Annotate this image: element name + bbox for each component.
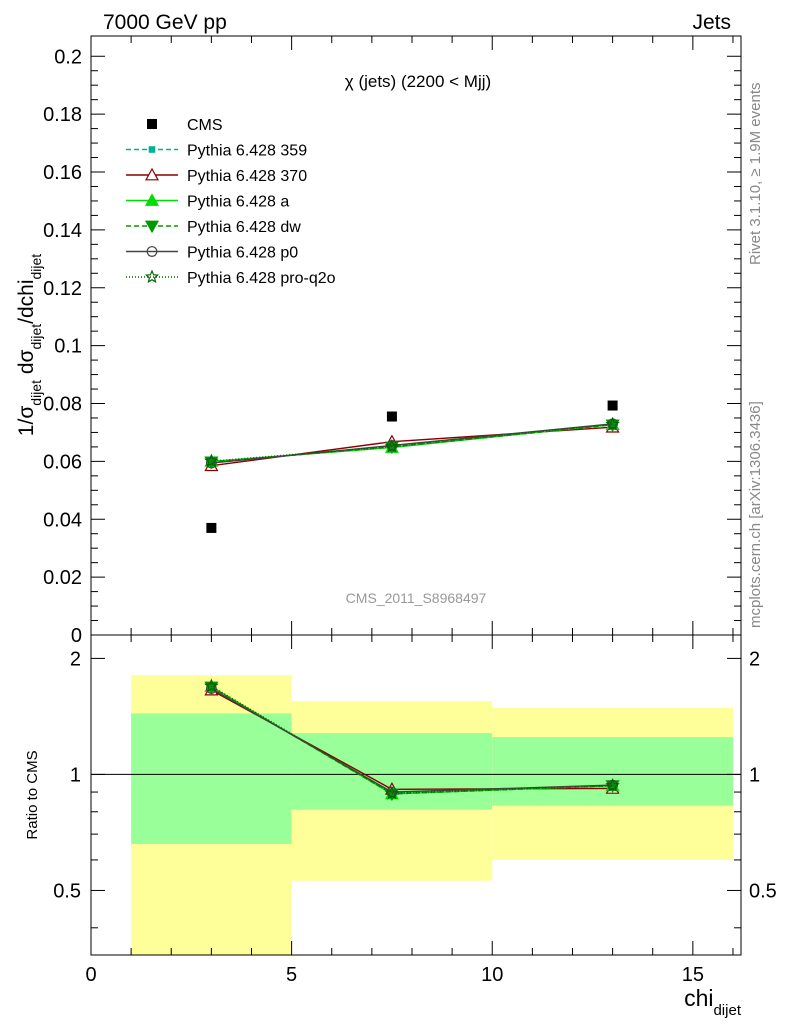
series-point xyxy=(384,439,400,453)
series-point xyxy=(205,457,217,469)
y-tick-label-right: 2 xyxy=(749,648,760,670)
main-frame xyxy=(90,35,742,636)
y-tick-label: 0.04 xyxy=(43,509,82,531)
cms-data-point xyxy=(607,400,618,411)
series-point xyxy=(605,416,620,431)
stat-uncertainty-band xyxy=(492,737,733,806)
rivet-version-label: Rivet 3.1.10, ≥ 1.9M events xyxy=(747,83,764,266)
x-axis-label: chidijet xyxy=(684,985,742,1019)
x-tick-label: 0 xyxy=(85,964,96,986)
plot-title: χ (jets) (2200 < Mjj) xyxy=(345,72,491,91)
y-tick-label: 0.02 xyxy=(43,567,82,589)
y-tick-label: 0.16 xyxy=(43,162,82,184)
y-tick-label: 0.08 xyxy=(43,394,82,416)
y-tick-label: 0.12 xyxy=(43,278,82,300)
y-tick-label: 0.5 xyxy=(53,880,81,902)
legend-label: Pythia 6.428 pro-q2o xyxy=(187,270,336,287)
main-panel: 0 0.02 0.04 0.06 0.08 0.1 0.12 0.14 0.16 0.18 0.2 χ… xyxy=(15,35,742,647)
y-tick-label: 0.18 xyxy=(43,104,82,126)
series-line xyxy=(211,423,613,464)
ratio-frame xyxy=(90,634,742,956)
legend-label: Pythia 6.428 359 xyxy=(187,143,307,160)
legend-marker xyxy=(146,246,158,257)
process-label: Jets xyxy=(692,11,731,34)
y-tick-label: 2 xyxy=(70,648,81,670)
legend-label: Pythia 6.428 dw xyxy=(187,219,301,236)
ratio-series-point xyxy=(384,785,400,800)
series-line xyxy=(211,423,613,462)
y-tick-label: 0.14 xyxy=(43,220,82,242)
y-tick-label: 1 xyxy=(70,764,81,786)
legend-marker xyxy=(144,220,160,234)
y-tick-label: 0.1 xyxy=(54,336,82,358)
legend-label: Pythia 6.428 370 xyxy=(187,168,307,185)
y-tick-label: 0.06 xyxy=(43,451,82,473)
energy-label: 7000 GeV pp xyxy=(103,11,227,34)
series-point xyxy=(204,453,219,468)
legend-marker xyxy=(144,193,160,206)
mcplots-label: mcplots.cern.ch [arXiv:1306.3436] xyxy=(747,401,764,628)
legend-marker xyxy=(147,119,157,129)
y-tick-label-right: 1 xyxy=(749,764,760,786)
legend-marker xyxy=(144,167,160,181)
legend-marker xyxy=(148,146,156,153)
legend-label: CMS xyxy=(187,117,223,134)
analysis-watermark: CMS_2011_S8968497 xyxy=(346,590,487,606)
stat-uncertainty-band xyxy=(131,713,292,844)
ratio-series-line xyxy=(211,687,613,793)
legend-label: Pythia 6.428 p0 xyxy=(187,245,298,262)
y-tick-label-right: 0.5 xyxy=(749,880,777,902)
x-tick-label: 15 xyxy=(682,964,704,986)
legend-label: Pythia 6.428 a xyxy=(187,194,289,211)
y-axis-label: 1/σdijet dσdijet/dchidijet xyxy=(15,254,44,436)
ratio-y-axis-label: Ratio to CMS xyxy=(24,750,41,839)
ratio-series-point xyxy=(205,683,217,694)
legend-marker xyxy=(144,269,160,284)
ratio-series-point xyxy=(605,778,620,792)
y-tick-label: 0 xyxy=(71,625,82,647)
ratio-panel: 0.5 0.5 1 1 2 2 0 5 10 15 Ratio to CMS chidijet xyxy=(24,634,777,1019)
ratio-series-point xyxy=(204,678,219,693)
x-tick-label: 10 xyxy=(481,964,503,986)
cms-data-point xyxy=(386,411,397,422)
x-tick-label: 5 xyxy=(286,964,297,986)
y-tick-label: 0.2 xyxy=(54,46,82,68)
cms-data-point xyxy=(206,522,217,533)
ratio-series-line xyxy=(211,685,613,795)
